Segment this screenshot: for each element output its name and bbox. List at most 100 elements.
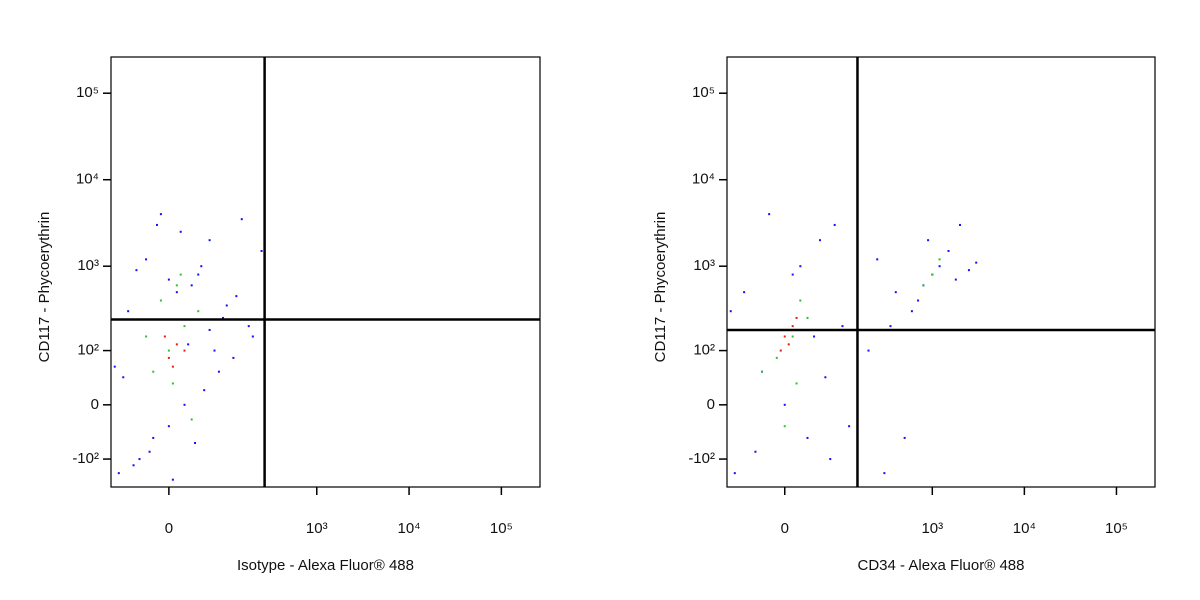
y-tick-label: 10⁵ — [76, 84, 99, 101]
event-dot — [954, 278, 957, 281]
event-dot — [183, 349, 186, 352]
y-tick-label: 10⁵ — [692, 84, 715, 101]
event-dot — [791, 325, 794, 328]
event-dot — [127, 310, 130, 313]
event-dot — [824, 376, 827, 379]
event-dot — [113, 365, 116, 368]
event-dot — [183, 325, 186, 328]
event-dot — [138, 458, 141, 461]
event-dot — [208, 328, 211, 331]
event-dot — [159, 213, 162, 216]
event-dot — [967, 269, 970, 272]
event-dot — [152, 370, 155, 373]
event-dot — [167, 349, 170, 352]
event-dot — [179, 230, 182, 233]
event-dot — [818, 239, 821, 242]
event-dot — [922, 284, 925, 287]
event-dot — [917, 299, 920, 302]
x-tick-label: 0 — [781, 520, 789, 537]
event-dot — [213, 349, 216, 352]
event-dot — [167, 356, 170, 359]
event-dot — [775, 356, 778, 359]
event-dot — [175, 284, 178, 287]
event-dot — [795, 382, 798, 385]
event-dot — [889, 325, 892, 328]
event-dot — [938, 265, 941, 268]
event-dot — [208, 239, 211, 242]
event-dot — [145, 335, 148, 338]
x-axis-title: CD34 - Alexa Fluor® 488 — [858, 557, 1025, 574]
event-dot — [156, 223, 159, 226]
event-dot — [848, 425, 851, 428]
event-dot — [135, 269, 138, 272]
event-dot — [841, 325, 844, 328]
event-dot — [200, 265, 203, 268]
event-dot — [167, 425, 170, 428]
event-dot — [729, 310, 732, 313]
event-dot — [171, 478, 174, 481]
event-dot — [760, 370, 763, 373]
event-dot — [122, 376, 125, 379]
y-tick-label: 0 — [91, 396, 99, 413]
event-dot — [145, 258, 148, 261]
y-tick-label: -10² — [688, 450, 715, 467]
x-tick-label: 10⁴ — [1013, 520, 1036, 537]
event-dot — [203, 389, 206, 392]
event-dot — [171, 365, 174, 368]
event-dot — [927, 239, 930, 242]
event-dot — [931, 273, 934, 276]
event-dot — [152, 436, 155, 439]
event-dot — [167, 278, 170, 281]
event-dot — [183, 403, 186, 406]
event-dot — [743, 291, 746, 294]
event-dot — [783, 403, 786, 406]
y-tick-label: 10⁴ — [692, 171, 715, 188]
event-dot — [975, 261, 978, 264]
x-tick-label: 10⁵ — [1105, 520, 1128, 537]
event-dot — [783, 335, 786, 338]
event-dot — [867, 349, 870, 352]
event-dot — [197, 273, 200, 276]
event-dot — [225, 304, 228, 307]
event-dot — [117, 472, 120, 475]
y-axis-title: CD117 - Phycoerythrin — [652, 212, 669, 363]
event-dot — [799, 265, 802, 268]
event-dot — [754, 450, 757, 453]
event-dot — [194, 441, 197, 444]
event-dot — [197, 310, 200, 313]
event-dot — [190, 284, 193, 287]
event-dot — [768, 213, 771, 216]
y-tick-label: 10² — [77, 342, 99, 359]
event-dot — [132, 464, 135, 467]
event-dot — [232, 356, 235, 359]
event-dot — [959, 223, 962, 226]
event-dot — [791, 273, 794, 276]
event-dot — [938, 258, 941, 261]
y-axis-title: CD117 - Phycoerythrin — [36, 212, 53, 363]
event-dot — [148, 450, 151, 453]
event-dot — [163, 335, 166, 338]
x-tick-label: 0 — [165, 520, 173, 537]
event-dot — [876, 258, 879, 261]
event-dot — [806, 316, 809, 319]
event-dot — [260, 249, 263, 252]
event-dot — [175, 291, 178, 294]
event-dot — [806, 436, 809, 439]
y-tick-label: 10³ — [693, 257, 715, 274]
plot-frame — [110, 56, 541, 488]
event-dot — [733, 472, 736, 475]
event-dot — [813, 335, 816, 338]
event-dot — [179, 273, 182, 276]
event-dot — [829, 458, 832, 461]
x-tick-label: 10³ — [306, 520, 328, 537]
event-dot — [159, 299, 162, 302]
event-dot — [235, 295, 238, 298]
y-tick-label: 10³ — [77, 257, 99, 274]
event-dot — [187, 343, 190, 346]
y-tick-label: 10⁴ — [76, 171, 99, 188]
event-dot — [171, 382, 174, 385]
x-tick-label: 10⁴ — [397, 520, 420, 537]
event-dot — [251, 335, 254, 338]
plot-frame — [726, 56, 1156, 488]
event-dot — [894, 291, 897, 294]
